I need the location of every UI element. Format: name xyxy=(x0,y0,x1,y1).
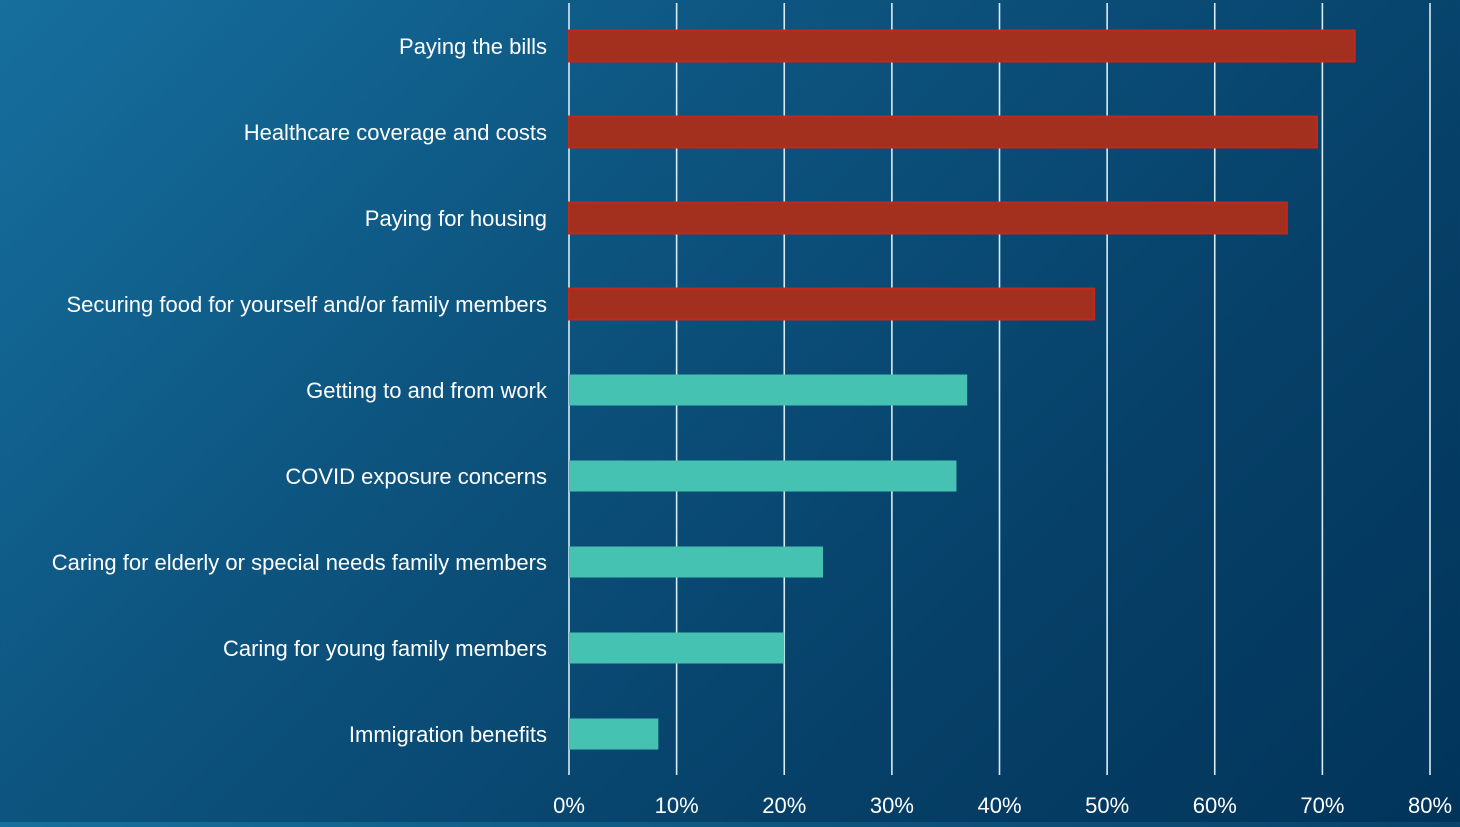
x-tick-label: 80% xyxy=(1408,793,1452,818)
bar xyxy=(568,201,1288,235)
bars xyxy=(568,29,1356,750)
category-label: Paying for housing xyxy=(365,206,547,231)
x-axis-tick-labels: 0% 10% 20% 30% 40% 50% 60% 70% 80% xyxy=(553,793,1452,818)
category-label: Healthcare coverage and costs xyxy=(244,120,547,145)
category-label: Caring for young family members xyxy=(223,636,547,661)
category-label: Paying the bills xyxy=(399,34,547,59)
x-tick-label: 0% xyxy=(553,793,585,818)
bar xyxy=(568,287,1096,321)
bar xyxy=(568,115,1318,149)
bar xyxy=(569,632,785,664)
category-labels: Paying the bills Healthcare coverage and … xyxy=(52,34,548,747)
bar xyxy=(569,718,659,750)
x-tick-label: 20% xyxy=(762,793,806,818)
bar xyxy=(568,29,1356,63)
category-label: Immigration benefits xyxy=(349,722,547,747)
bar xyxy=(569,374,968,406)
category-label: Securing food for yourself and/or family… xyxy=(66,292,547,317)
bar xyxy=(569,460,957,492)
x-tick-label: 60% xyxy=(1193,793,1237,818)
x-tick-label: 40% xyxy=(977,793,1021,818)
bar xyxy=(569,546,823,578)
category-label: Getting to and from work xyxy=(306,378,548,403)
category-label: Caring for elderly or special needs fami… xyxy=(52,550,547,575)
category-label: COVID exposure concerns xyxy=(285,464,547,489)
x-tick-label: 30% xyxy=(870,793,914,818)
x-tick-label: 10% xyxy=(655,793,699,818)
x-tick-label: 50% xyxy=(1085,793,1129,818)
x-tick-label: 70% xyxy=(1300,793,1344,818)
